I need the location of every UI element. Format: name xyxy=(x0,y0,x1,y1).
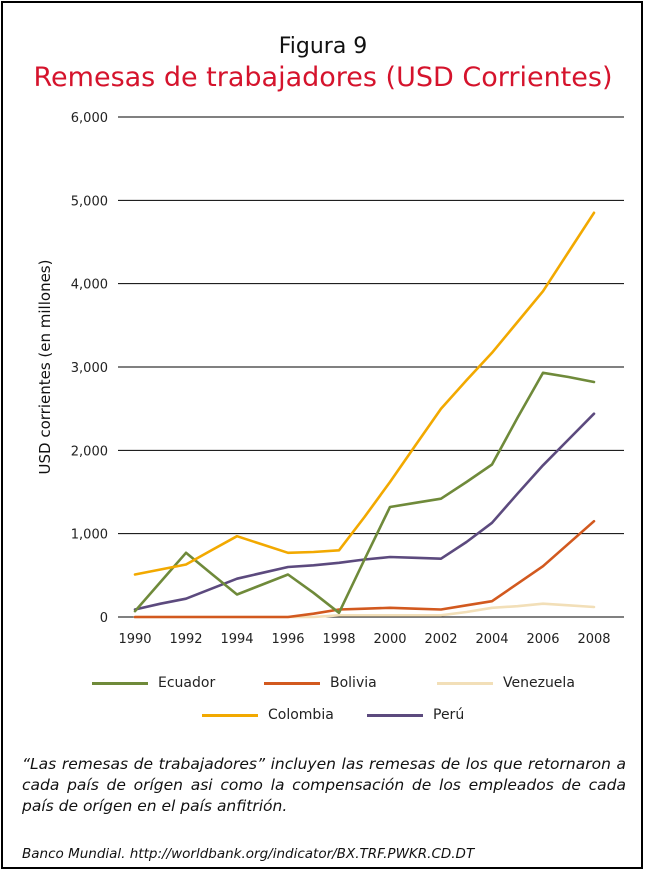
chart-legend: Ecuador Bolivia Venezuela Colombia Perú xyxy=(0,668,646,728)
legend-label: Perú xyxy=(433,707,465,723)
legend-item: Ecuador xyxy=(92,672,215,694)
legend-item: Perú xyxy=(367,704,464,726)
series-line-bolivia xyxy=(133,519,596,619)
x-tick-label: 2004 xyxy=(475,632,508,647)
x-tick-label: 1994 xyxy=(220,632,253,647)
y-tick-label: 1,000 xyxy=(71,528,108,543)
x-tick-label: 1996 xyxy=(271,632,304,647)
series-line-per xyxy=(133,412,596,611)
x-tick-label: 2000 xyxy=(373,632,406,647)
legend-item: Colombia xyxy=(202,704,334,726)
legend-swatch xyxy=(437,681,493,685)
legend-swatch xyxy=(367,713,423,717)
legend-label: Venezuela xyxy=(503,675,575,691)
y-tick-label: 2,000 xyxy=(71,444,108,459)
x-tick-label: 2006 xyxy=(526,632,559,647)
line-chart: 0 1,000 2,000 3,000 4,000 5,000 6,000 USD corri… xyxy=(36,111,624,647)
legend-label: Ecuador xyxy=(158,675,216,691)
series-line-ecuador xyxy=(133,371,596,615)
y-tick-label: 5,000 xyxy=(71,194,108,209)
y-tick-label: 3,000 xyxy=(71,361,108,376)
y-tick-label: 0 xyxy=(100,611,108,626)
y-tick-label: 6,000 xyxy=(71,111,108,126)
x-tick-label: 1992 xyxy=(169,632,202,647)
legend-item: Bolivia xyxy=(264,672,377,694)
series-line-colombia xyxy=(133,211,596,576)
legend-swatch xyxy=(202,713,258,717)
legend-swatch xyxy=(264,681,320,685)
x-tick-label: 2008 xyxy=(577,632,610,647)
chart-note: “Las remesas de trabajadores” incluyen l… xyxy=(22,755,626,815)
figure-label: Figura 9 xyxy=(278,34,368,59)
y-axis-title: USD corrientes (en millones) xyxy=(36,260,54,475)
y-tick-label: 4,000 xyxy=(71,278,108,293)
x-tick-label: 1998 xyxy=(322,632,355,647)
x-tick-label: 2002 xyxy=(424,632,457,647)
legend-item: Venezuela xyxy=(437,672,575,694)
series-line-venezuela xyxy=(133,602,596,619)
chart-title: Remesas de trabajadores (USD Corrientes) xyxy=(33,62,613,93)
legend-swatch xyxy=(92,681,148,685)
legend-label: Bolivia xyxy=(330,675,377,691)
legend-label: Colombia xyxy=(268,707,334,723)
x-tick-label: 1990 xyxy=(118,632,151,647)
chart-source: Banco Mundial. http://worldbank.org/indi… xyxy=(22,846,475,862)
